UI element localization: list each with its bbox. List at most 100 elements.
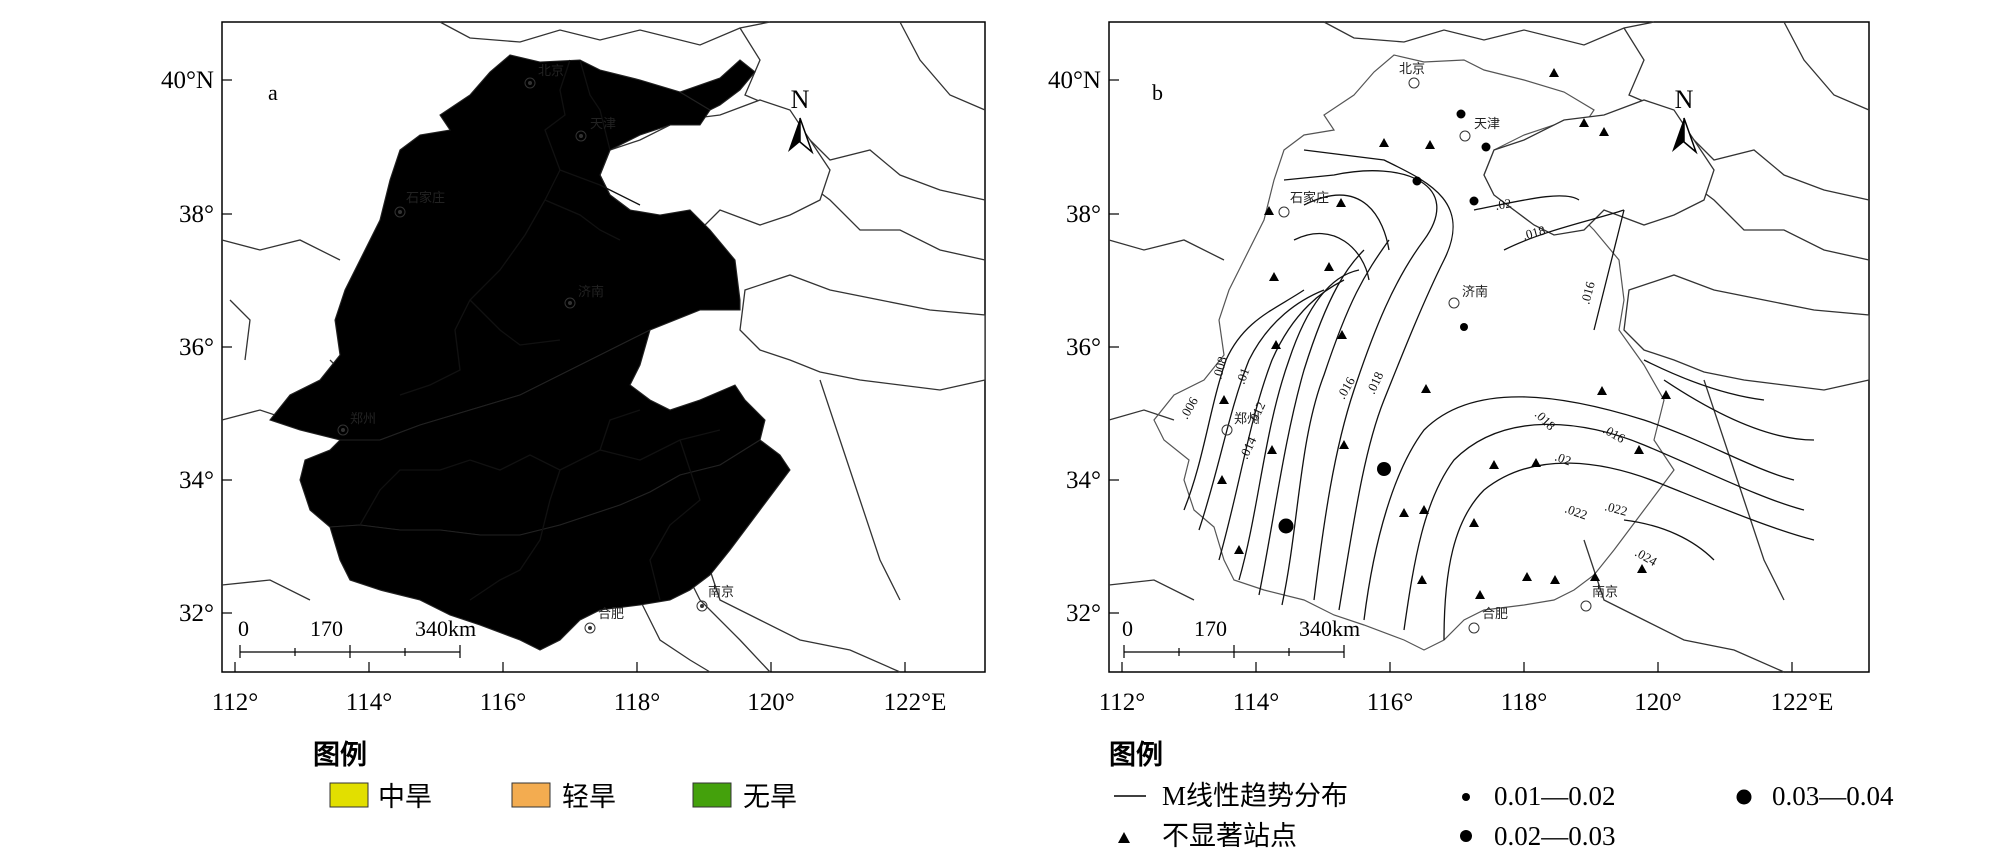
lat-axis-b [1109, 79, 1119, 614]
svg-text:170: 170 [1194, 616, 1227, 641]
svg-text:38°: 38° [179, 201, 214, 228]
svg-text:.018: .018 [1521, 223, 1547, 243]
legend-b: 图例 M线性趋势分布 不显著站点 0.01—0.02 0.02—0.03 0.0… [1109, 740, 1894, 851]
city-hefei: 合肥 [598, 606, 624, 621]
svg-text:114°: 114° [346, 689, 393, 716]
scale-bar-b: 0 170 340km [1122, 616, 1360, 658]
svg-text:.02: .02 [1553, 449, 1573, 469]
legend-triangle-symbol [1118, 832, 1130, 843]
svg-text:118°: 118° [614, 689, 661, 716]
legend-dot-big-label: 0.03—0.04 [1772, 781, 1894, 811]
city-labels-a: 北京 天津 石家庄 济南 郑州 合肥 南京 [350, 63, 734, 621]
city-tianjin: 天津 [590, 116, 616, 131]
city-markers-a [337, 77, 708, 634]
city-nanjing: 南京 [708, 584, 734, 599]
lon-labels-a: 112° 114° 116° 118° 120° 122°E [212, 689, 947, 716]
north-arrow-icon: N [788, 85, 814, 155]
legend-dot-mid-label: 0.02—0.03 [1494, 821, 1616, 851]
svg-text:120°: 120° [1634, 689, 1682, 716]
city-jinan: 济南 [1462, 284, 1488, 299]
city-beijing: 北京 [538, 63, 564, 78]
coastline-a [599, 99, 986, 391]
svg-text:116°: 116° [480, 689, 527, 716]
city-jinan: 济南 [578, 284, 604, 299]
svg-text:32°: 32° [1066, 600, 1101, 627]
svg-text:.01: .01 [1233, 366, 1253, 386]
svg-text:36°: 36° [179, 334, 214, 361]
station-dot-big [1278, 518, 1294, 534]
legend-triangle-label: 不显著站点 [1162, 821, 1297, 851]
svg-text:340km: 340km [1299, 616, 1360, 641]
svg-text:118°: 118° [1501, 689, 1548, 716]
svg-text:112°: 112° [1099, 689, 1146, 716]
lat-labels-b: 40°N 38° 36° 34° 32° [1048, 67, 1101, 627]
city-zhengzhou: 郑州 [1234, 411, 1260, 426]
svg-text:.022: .022 [1563, 501, 1590, 523]
legend-dot-big-symbol [1736, 789, 1752, 805]
legend-line-label: M线性趋势分布 [1162, 781, 1348, 811]
legend-title-b: 图例 [1109, 740, 1163, 770]
panel-letter-a: a [268, 80, 278, 105]
legend-swatch-light [511, 782, 551, 808]
legend-swatch-moderate [329, 782, 369, 808]
svg-text:120°: 120° [747, 689, 795, 716]
svg-text:32°: 32° [179, 600, 214, 627]
svg-text:114°: 114° [1233, 689, 1280, 716]
coastline-b [1483, 99, 1870, 391]
svg-text:122°E: 122°E [884, 689, 947, 716]
legend-dot-small-symbol [1462, 793, 1470, 801]
svg-text:34°: 34° [1066, 467, 1101, 494]
scale-bar-a: 0 170 340km [238, 616, 476, 658]
svg-text:34°: 34° [179, 467, 214, 494]
svg-text:0: 0 [1122, 616, 1133, 641]
lon-axis-b [1121, 662, 1793, 672]
svg-text:112°: 112° [212, 689, 259, 716]
svg-text:36°: 36° [1066, 334, 1101, 361]
svg-text:0: 0 [238, 616, 249, 641]
map-panel-b: .006 .008 .01 .012 .014 .016 .018 .016 .… [1048, 21, 1894, 851]
svg-text:.008: .008 [1209, 355, 1229, 381]
svg-text:.016: .016 [1577, 279, 1598, 305]
legend-label-none: 无旱 [743, 782, 797, 812]
station-dot-small [1412, 176, 1422, 186]
lat-axis-a [222, 79, 232, 614]
north-arrow-icon: N [1672, 85, 1698, 155]
legend-swatch-none [692, 782, 732, 808]
svg-text:38°: 38° [1066, 201, 1101, 228]
station-dot-mid [1377, 462, 1391, 476]
svg-text:.022: .022 [1603, 498, 1629, 518]
svg-text:40°N: 40°N [161, 67, 214, 94]
svg-text:116°: 116° [1367, 689, 1414, 716]
station-dot-small [1481, 142, 1491, 152]
legend-dot-mid-symbol [1460, 830, 1472, 842]
zone-no-drought [329, 439, 791, 651]
legend-a: 图例 中旱 轻旱 无旱 [313, 740, 797, 812]
city-hefei: 合肥 [1482, 606, 1508, 621]
station-dot-small [1456, 109, 1466, 119]
lon-labels-b: 112° 114° 116° 118° 120° 122°E [1099, 689, 1834, 716]
city-labels-b: 北京 天津 石家庄 济南 郑州 合肥 南京 [1234, 61, 1618, 621]
legend-label-moderate: 中旱 [378, 782, 432, 812]
station-triangles-b [1217, 68, 1671, 599]
contour-lines-b [1183, 149, 1815, 641]
region-outline-b [1153, 54, 1675, 651]
city-markers-b [1221, 77, 1592, 634]
legend-label-light: 轻旱 [562, 782, 616, 812]
svg-text:.02: .02 [1494, 195, 1513, 213]
panel-letter-b: b [1152, 80, 1163, 105]
city-nanjing: 南京 [1592, 584, 1618, 599]
svg-text:122°E: 122°E [1771, 689, 1834, 716]
city-tianjin: 天津 [1474, 116, 1500, 131]
svg-text:340km: 340km [415, 616, 476, 641]
zone-light-drought-ne [678, 59, 756, 111]
city-beijing: 北京 [1399, 61, 1425, 76]
city-shijiazhuang: 石家庄 [1290, 190, 1329, 205]
station-dot-small [1469, 196, 1479, 206]
drought-zones-a [269, 54, 791, 651]
lon-axis-a [234, 662, 906, 672]
station-dots-b [1278, 109, 1491, 534]
svg-text:N: N [1675, 85, 1694, 114]
city-shijiazhuang: 石家庄 [406, 190, 445, 205]
legend-title-a: 图例 [313, 740, 367, 770]
lat-labels-a: 40°N 38° 36° 34° 32° [161, 67, 214, 627]
